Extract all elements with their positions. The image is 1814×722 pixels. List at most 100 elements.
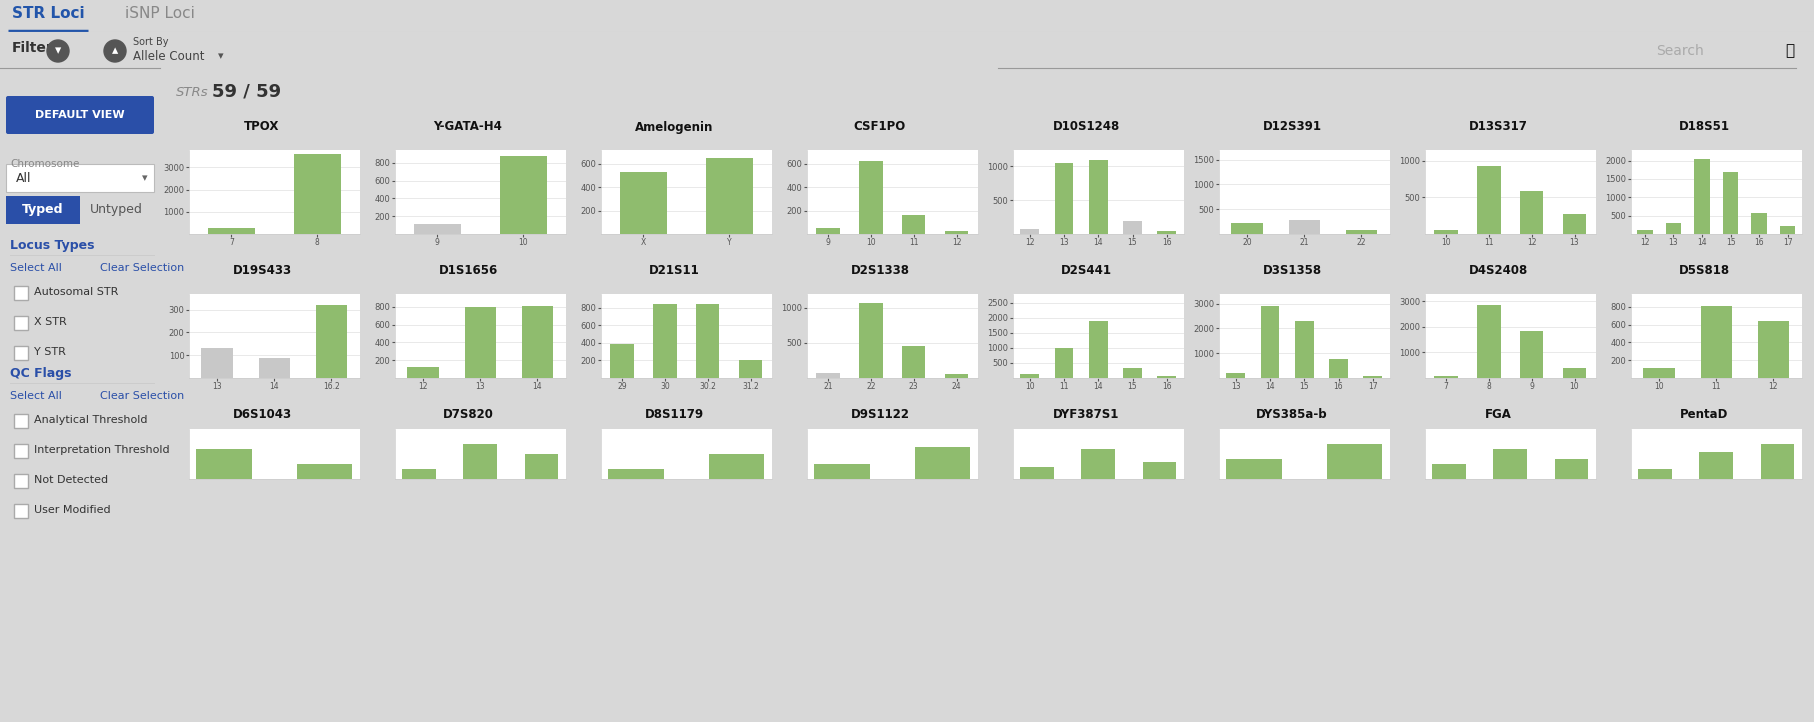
Bar [1520, 191, 1544, 234]
Bar [1330, 359, 1348, 378]
Text: Y STR: Y STR [34, 347, 65, 357]
Bar [1088, 160, 1108, 234]
Bar [860, 161, 883, 234]
Text: X STR: X STR [34, 317, 67, 327]
Bar [1157, 231, 1175, 234]
Text: D7S820: D7S820 [443, 409, 493, 422]
Bar [814, 464, 869, 479]
Bar [1700, 451, 1732, 479]
Bar [15, 414, 27, 428]
Bar [1019, 229, 1039, 234]
Bar [1562, 214, 1585, 234]
Bar [902, 215, 925, 234]
Bar [1643, 368, 1674, 378]
Bar [653, 304, 677, 378]
Bar [1326, 444, 1382, 479]
Text: TPOX: TPOX [245, 121, 279, 134]
Bar [1758, 321, 1789, 378]
Text: D5S818: D5S818 [1678, 264, 1729, 277]
Text: FGA: FGA [1484, 409, 1511, 422]
Bar [1433, 464, 1466, 479]
Text: iSNP Loci: iSNP Loci [125, 6, 194, 22]
Text: ▾: ▾ [141, 173, 147, 183]
Bar [463, 444, 497, 479]
Bar [1081, 449, 1116, 479]
Text: DEFAULT VIEW: DEFAULT VIEW [34, 110, 125, 120]
Bar [201, 349, 232, 378]
Text: Locus Types: Locus Types [11, 240, 94, 253]
Bar [945, 231, 969, 234]
Bar [297, 464, 352, 479]
Text: PentaD: PentaD [1680, 409, 1729, 422]
Text: D2S1338: D2S1338 [851, 264, 909, 277]
Text: Select All: Select All [11, 263, 62, 273]
Text: ▴: ▴ [112, 45, 118, 58]
Text: 59 / 59: 59 / 59 [212, 83, 281, 101]
Bar [1019, 466, 1054, 479]
Bar [1261, 306, 1279, 378]
Text: Not Detected: Not Detected [34, 475, 109, 485]
Text: Select All: Select All [11, 391, 62, 401]
Text: D18S51: D18S51 [1678, 121, 1729, 134]
Bar [1054, 348, 1074, 378]
Bar [1477, 305, 1500, 378]
Bar [1123, 367, 1143, 378]
Bar [620, 172, 668, 234]
Bar [610, 344, 633, 378]
Text: DYS385a-b: DYS385a-b [1255, 409, 1328, 422]
Bar [1636, 230, 1653, 234]
Bar [860, 303, 883, 378]
Bar [1638, 469, 1673, 479]
Bar [945, 373, 969, 378]
Bar [1295, 321, 1313, 378]
Bar [1520, 331, 1544, 378]
Text: ▾: ▾ [54, 45, 62, 58]
Text: Sort By: Sort By [132, 37, 169, 47]
Bar [15, 474, 27, 488]
Bar [209, 228, 256, 234]
Bar [408, 367, 439, 378]
Bar [1665, 223, 1682, 234]
Bar [15, 316, 27, 330]
Bar [902, 346, 925, 378]
Text: STRs: STRs [176, 85, 209, 98]
Bar [1226, 373, 1244, 378]
Bar [1493, 449, 1527, 479]
Bar [697, 304, 720, 378]
Text: Interpretation Threshold: Interpretation Threshold [34, 445, 171, 455]
Text: DYF387S1: DYF387S1 [1052, 409, 1119, 422]
Text: Untyped: Untyped [89, 204, 143, 217]
Text: STR Loci: STR Loci [11, 6, 83, 22]
Bar [316, 305, 346, 378]
Text: Analytical Threshold: Analytical Threshold [34, 415, 147, 425]
Bar [1477, 167, 1500, 234]
Bar [1054, 163, 1074, 234]
Text: Amelogenin: Amelogenin [635, 121, 713, 134]
Text: D6S1043: D6S1043 [232, 409, 292, 422]
Bar [522, 306, 553, 378]
Text: CSF1PO: CSF1PO [854, 121, 907, 134]
Text: D10S1248: D10S1248 [1052, 121, 1119, 134]
Bar [738, 360, 762, 378]
Bar [1019, 373, 1039, 378]
Bar [1157, 376, 1175, 378]
Text: D19S433: D19S433 [232, 264, 292, 277]
Text: D9S1122: D9S1122 [851, 409, 909, 422]
Bar [709, 454, 764, 479]
Bar [1780, 227, 1796, 234]
Text: All: All [16, 172, 31, 185]
Text: Chromosome: Chromosome [11, 159, 80, 169]
Bar [15, 346, 27, 360]
Bar [499, 156, 546, 234]
Text: Autosomal STR: Autosomal STR [34, 287, 118, 297]
Bar [15, 504, 27, 518]
Bar [1555, 459, 1587, 479]
Bar [1700, 306, 1732, 378]
Text: Y-GATA-H4: Y-GATA-H4 [434, 121, 502, 134]
Text: Typed: Typed [22, 204, 63, 217]
Bar [1364, 375, 1382, 378]
Bar [1435, 375, 1458, 378]
Bar [1143, 461, 1175, 479]
Bar [15, 444, 27, 458]
Bar [1232, 223, 1263, 234]
